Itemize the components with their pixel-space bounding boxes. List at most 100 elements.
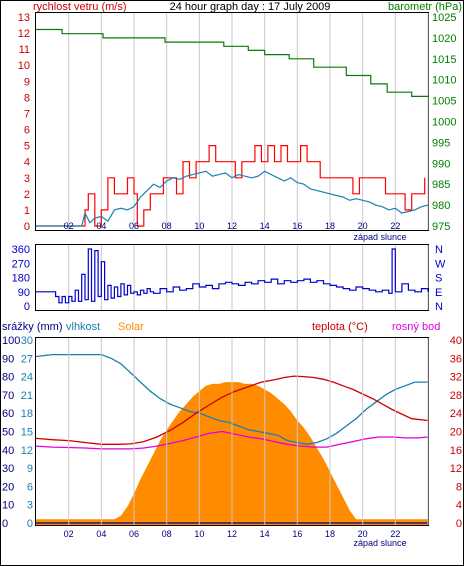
- p2-right-tick-label: N: [435, 244, 443, 256]
- p1-x-ticks: 02 04 06 08 10 12 14 16 18 20 22: [64, 221, 401, 231]
- p2-left-tick-label: 0: [24, 301, 30, 313]
- p3-vlhkost-tick-label: 3: [27, 500, 33, 512]
- p3-vlhkost-tick-label: 15: [21, 427, 33, 439]
- p3-rosny-label: rosný bod: [392, 321, 440, 333]
- p3-right-tick-label: 40: [450, 335, 462, 347]
- p3-x-tick-label: 16: [292, 529, 302, 539]
- p1-right-tick-label: 1020: [432, 33, 456, 45]
- p1-left-tick-label: 2: [24, 189, 30, 201]
- p3-left-ticks-srazky: 0 10 20 30 40 50 60 70 80 90 100: [2, 335, 20, 530]
- p1-x-tick-label: 06: [129, 221, 139, 231]
- p1-left-tick-label: 5: [24, 141, 30, 153]
- p3-right-tick-label: 0: [456, 518, 462, 530]
- p3-x-tick-label: 08: [162, 529, 172, 539]
- p1-sunset-label: západ slunce: [353, 232, 406, 242]
- p3-x-tick-label: 02: [64, 529, 74, 539]
- p2-left-ticks: 0 90 180 270 360: [12, 244, 30, 313]
- p1-x-tick-label: 20: [358, 221, 368, 231]
- p1-x-tick-label: 18: [325, 221, 335, 231]
- p3-right-tick-label: 36: [450, 353, 462, 365]
- p3-x-tick-label: 14: [260, 529, 270, 539]
- wind-gust-line: [36, 145, 426, 227]
- p1-right-label: barometr (hPa): [388, 1, 462, 13]
- temperature-line: [35, 375, 429, 445]
- p3-vlhkost-tick-label: 9: [27, 463, 33, 475]
- p1-left-tick-label: 10: [18, 60, 30, 72]
- dewpoint-line: [35, 430, 429, 450]
- p3-srazky-tick-label: 30: [2, 463, 14, 475]
- p3-vlhkost-tick-label: 18: [21, 408, 33, 420]
- p1-left-tick-label: 0: [24, 221, 30, 233]
- p1-x-tick-label: 12: [227, 221, 237, 231]
- wind-speed-line: [36, 170, 429, 227]
- p3-x-ticks: 02 04 06 08 10 12 14 16 18 20 22: [64, 529, 401, 539]
- p3-left-ticks-vlhkost: 0 3 6 9 12 15 18 21 24 27 30: [21, 335, 33, 530]
- p1-x-tick-label: 10: [194, 221, 204, 231]
- p1-series: [36, 28, 429, 227]
- p3-vlhkost-tick-label: 24: [21, 372, 33, 384]
- p1-left-tick-label: 12: [18, 28, 30, 40]
- p3-srazky-tick-label: 80: [2, 372, 14, 384]
- p1-x-tick-label: 14: [260, 221, 270, 231]
- p3-x-tick-label: 12: [227, 529, 237, 539]
- p1-left-label: rychlost vetru (m/s): [33, 1, 127, 13]
- p3-vlhkost-tick-label: 6: [27, 481, 33, 493]
- p1-right-tick-label: 1025: [432, 12, 456, 24]
- p3-right-tick-label: 16: [450, 445, 462, 457]
- p1-right-ticks: 975 980 985 990 995 1000 1005 1010 1015 1020 1025: [432, 12, 456, 233]
- p3-x-tick-label: 06: [129, 529, 139, 539]
- p1-right-tick-label: 1005: [432, 96, 456, 108]
- p3-srazky-tick-label: 90: [2, 353, 14, 365]
- p3-srazky-tick-label: 10: [2, 500, 14, 512]
- p3-srazky-tick-label: 20: [2, 481, 14, 493]
- p3-vlhkost-tick-label: 0: [27, 518, 33, 530]
- p2-left-tick-label: 180: [12, 273, 30, 285]
- p3-x-tick-label: 20: [358, 529, 368, 539]
- p1-right-tick-label: 995: [432, 137, 450, 149]
- p1-left-tick-label: 1: [24, 205, 30, 217]
- p2-right-tick-label: S: [435, 273, 442, 285]
- p1-title: 24 hour graph day : 17 July 2009: [170, 1, 331, 13]
- p3-teplota-label: teplota (°C): [312, 321, 368, 333]
- p3-x-tick-label: 10: [194, 529, 204, 539]
- p3-right-tick-label: 28: [450, 390, 462, 402]
- p3-vlhkost-tick-label: 12: [21, 445, 33, 457]
- p3-srazky-tick-label: 40: [2, 445, 14, 457]
- p1-right-tick-label: 1015: [432, 54, 456, 66]
- p3-vlhkost-tick-label: 21: [21, 390, 33, 402]
- p3-right-tick-label: 24: [450, 408, 462, 420]
- p3-grid: [68, 338, 429, 525]
- p3-x-tick-label: 04: [96, 529, 106, 539]
- p1-left-tick-label: 4: [24, 157, 30, 169]
- p1-x-tick-label: 04: [96, 221, 106, 231]
- p3-srazky-tick-label: 60: [2, 408, 14, 420]
- p3-right-tick-label: 20: [450, 427, 462, 439]
- p1-left-tick-label: 6: [24, 125, 30, 137]
- p1-x-tick-label: 02: [64, 221, 74, 231]
- p2-right-tick-label: W: [435, 258, 446, 270]
- p3-srazky-tick-label: 70: [2, 390, 14, 402]
- p1-right-tick-label: 975: [432, 221, 450, 233]
- p2-right-tick-label: E: [435, 287, 442, 299]
- p3-sunset-label: západ slunce: [353, 538, 406, 548]
- p3-x-tick-label: 18: [325, 529, 335, 539]
- p2-series: [36, 248, 429, 304]
- p1-left-tick-label: 13: [18, 12, 30, 24]
- p1-right-tick-label: 990: [432, 158, 450, 170]
- p3-right-ticks: 0 4 8 12 16 20 24 28 32 36 40: [450, 335, 462, 530]
- p1-x-tick-label: 16: [292, 221, 302, 231]
- p3-right-tick-label: 32: [450, 372, 462, 384]
- p1-grid: [68, 13, 429, 230]
- p1-left-tick-label: 8: [24, 92, 30, 104]
- p1-x-tick-label: 08: [162, 221, 172, 231]
- p2-left-tick-label: 360: [12, 244, 30, 256]
- p2-right-tick-label: N: [435, 301, 443, 313]
- p3-srazky-tick-label: 100: [2, 335, 20, 347]
- pressure-line: [36, 28, 428, 98]
